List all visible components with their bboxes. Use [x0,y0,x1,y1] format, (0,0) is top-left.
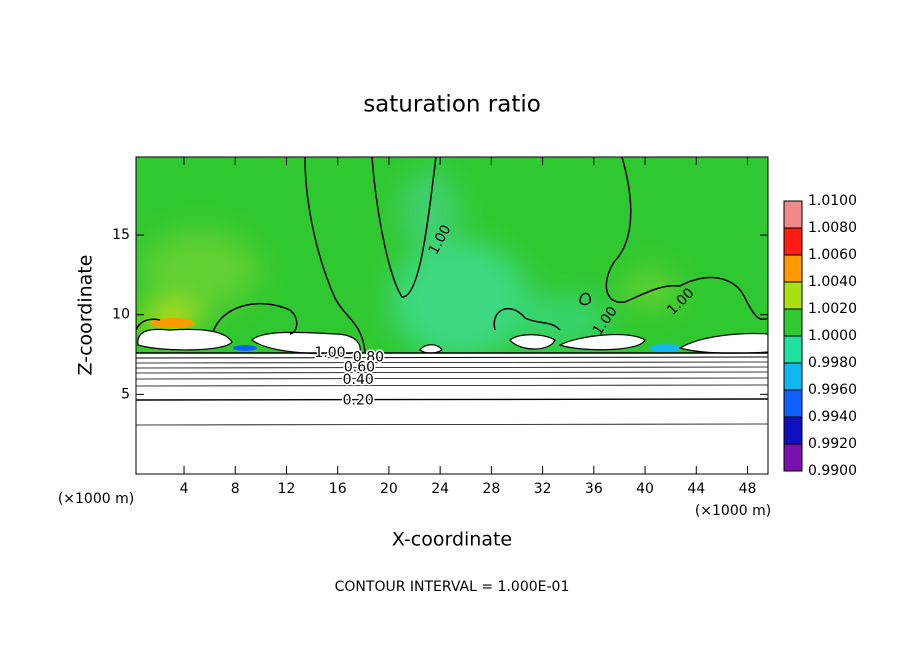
colorbar-label: 0.9980 [808,355,857,371]
x-unit-label: (×1000 m) [695,503,771,519]
y-unit-label: (×1000 m) [58,491,134,507]
x-tick-label: 16 [329,481,347,497]
colorbar-band [784,228,802,255]
y-axis-label: Z-coordinate [75,255,97,376]
contour-label: 1.00 [314,345,345,361]
contour-label: 0.20 [343,393,374,409]
colorbar-label: 0.9920 [808,436,857,452]
field-patch [150,318,194,328]
y-tick-label: 10 [112,307,130,323]
x-axis-label: X-coordinate [392,529,512,551]
field-patch [649,344,681,352]
colorbar-band [784,390,802,417]
x-tick-label: 36 [585,481,603,497]
x-tick-label: 4 [180,481,189,497]
lower-contours [136,356,768,426]
field [136,157,768,474]
footer-note: CONTOUR INTERVAL = 1.000E-01 [335,579,570,595]
colorbar-label: 0.9940 [808,409,857,425]
colorbar-label: 1.0000 [808,328,857,344]
x-tick-label: 44 [687,481,705,497]
colorbar-band [784,309,802,336]
colorbar-label: 1.0080 [808,220,857,236]
x-tick-label: 20 [380,481,398,497]
colorbar-label: 1.0100 [808,193,857,209]
x-tick-label: 8 [231,481,240,497]
colorbar-band [784,336,802,363]
colorbar-label: 1.0060 [808,247,857,263]
x-tick-label: 28 [482,481,500,497]
x-tick-label: 48 [739,481,757,497]
colorbar-band [784,201,802,228]
colorbar-band [784,417,802,444]
colorbar-label: 1.0020 [808,301,857,317]
chart-title: saturation ratio [363,92,541,118]
x-tick-label: 12 [278,481,296,497]
y-tick-label: 15 [112,227,130,243]
colorbar-band [784,255,802,282]
contour-label: 0.40 [343,372,374,388]
contour-lines [136,157,768,354]
subsaturated-region [136,353,768,474]
x-tick-label: 40 [636,481,654,497]
contour-label: 0.80 [353,350,384,366]
colorbar-band [784,282,802,309]
colorbar-label: 0.9900 [808,463,857,479]
colorbar-band [784,444,802,471]
x-tick-label: 24 [431,481,449,497]
x-tick-label: 32 [534,481,552,497]
cloud-outlines [137,328,768,355]
colorbar-label: 0.9960 [808,382,857,398]
contour-label: 0.60 [344,359,375,375]
y-tick-label: 5 [121,386,130,402]
colorbar-band [784,363,802,390]
plot-frame [135,156,769,475]
colorbar-label: 1.0040 [808,274,857,290]
field-patch [233,345,257,351]
